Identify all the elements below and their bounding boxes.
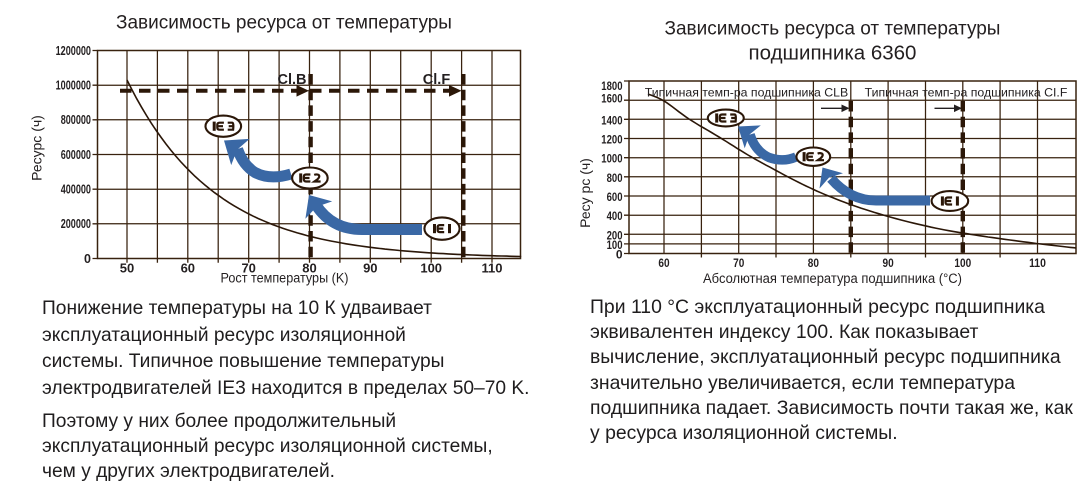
svg-text:подшипника 6360: подшипника 6360 [749,42,917,65]
svg-text:0: 0 [616,248,623,262]
svg-text:200000: 200000 [61,217,91,231]
svg-text:100: 100 [607,238,623,252]
svg-text:50: 50 [120,261,134,276]
svg-text:1200: 1200 [601,133,622,147]
svg-text:Cl.F: Cl.F [423,72,451,88]
svg-text:400: 400 [607,209,623,223]
svg-text:1400: 1400 [601,113,622,127]
svg-text:Cl.B: Cl.B [278,72,307,88]
svg-text:Абсолютная температура подшипн: Абсолютная температура подшипника (°C) [703,271,962,286]
svg-text:1200000: 1200000 [56,44,91,58]
svg-text:90: 90 [363,261,377,276]
svg-text:100: 100 [420,261,442,276]
svg-text:Ресу рс (ч): Ресу рс (ч) [577,158,593,228]
svg-text:70: 70 [733,256,744,270]
svg-text:200: 200 [607,228,623,242]
svg-text:Ресурс (ч): Ресурс (ч) [29,115,45,181]
svg-text:Зависимость ресурса от темпера: Зависимость ресурса от температуры [665,19,1001,40]
svg-text:100: 100 [954,256,971,270]
svg-text:Типичная темп-ра подшипника CL: Типичная темп-ра подшипника CLB [645,86,848,100]
svg-text:600: 600 [607,190,623,204]
svg-text:80: 80 [808,256,819,270]
svg-text:600000: 600000 [61,148,91,162]
svg-text:90: 90 [883,256,894,270]
svg-text:800000: 800000 [61,113,91,127]
svg-text:70: 70 [241,261,255,276]
svg-text:80: 80 [302,261,316,276]
svg-text:Типичная темп-ра подшипника CI: Типичная темп-ра подшипника CI.F [865,86,1068,100]
svg-text:60: 60 [181,261,195,276]
svg-text:1800: 1800 [601,79,622,93]
svg-text:0: 0 [84,252,91,266]
svg-text:1000000: 1000000 [56,79,91,93]
svg-text:1600: 1600 [601,91,622,105]
svg-text:1000: 1000 [601,152,622,166]
svg-text:60: 60 [658,256,669,270]
svg-text:400000: 400000 [61,183,91,197]
svg-text:110: 110 [482,261,503,276]
svg-text:Зависимость ресурса от темпера: Зависимость ресурса от температуры [116,13,452,34]
svg-text:Рост температуры (K): Рост температуры (K) [221,271,349,286]
svg-text:110: 110 [1029,256,1046,270]
svg-text:800: 800 [607,171,623,185]
